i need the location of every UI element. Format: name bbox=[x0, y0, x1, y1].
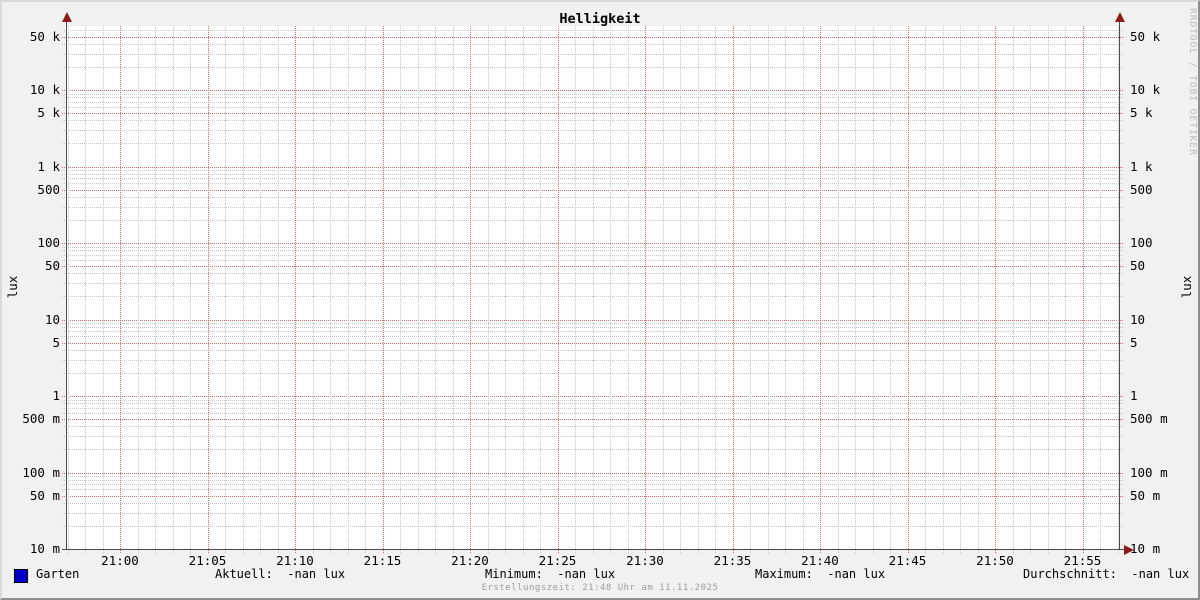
y-tick-label: 10 k bbox=[1130, 82, 1161, 97]
y-tick-label: 1 bbox=[1130, 388, 1138, 403]
x-tick-label: 21:10 bbox=[276, 553, 314, 568]
y-tick-label: 50 bbox=[1130, 258, 1146, 274]
y-tick-label: 10 m bbox=[29, 541, 60, 556]
y-axis-unit-left: lux bbox=[5, 275, 20, 299]
y-tick-label: 500 bbox=[1130, 181, 1153, 197]
y-tick-label: 500 m bbox=[1130, 411, 1168, 427]
y-tick-label: 5 k bbox=[1130, 105, 1153, 121]
y-tick-label: 100 bbox=[1130, 235, 1153, 250]
plot-canvas bbox=[66, 26, 1119, 549]
y-axis-right-line bbox=[1119, 18, 1120, 549]
y-tick-label: 5 bbox=[52, 334, 60, 350]
x-tick-label: 21:25 bbox=[538, 553, 577, 568]
x-tick-label: 21:50 bbox=[976, 553, 1014, 568]
x-tick-label: 21:35 bbox=[713, 553, 752, 568]
legend-color-swatch bbox=[14, 569, 28, 583]
legend-stat-maximum: Maximum: -nan lux bbox=[755, 567, 886, 581]
y-tick-label: 500 m bbox=[22, 411, 60, 427]
x-tick-label: 21:20 bbox=[451, 553, 489, 568]
x-tick-label: 21:45 bbox=[888, 553, 927, 568]
x-tick-label: 21:30 bbox=[626, 553, 664, 568]
x-tick-label: 21:55 bbox=[1063, 553, 1102, 568]
x-tick-label: 21:05 bbox=[188, 553, 227, 568]
y-tick-label: 50 m bbox=[1130, 487, 1161, 503]
y-tick-label: 50 m bbox=[29, 487, 60, 503]
legend-row: Garten Aktuell: -nan lux Minimum: -nan l… bbox=[2, 567, 1198, 585]
x-axis-line bbox=[62, 549, 1124, 550]
y-tick-label: 500 bbox=[37, 181, 60, 197]
y-tick-label: 100 bbox=[37, 235, 60, 250]
y-tick-label: 1 k bbox=[1130, 158, 1153, 174]
y-tick-label: 10 bbox=[1130, 311, 1146, 327]
y-tick-label: 1 k bbox=[37, 158, 60, 174]
y-tick-label: 100 m bbox=[1130, 464, 1168, 480]
x-tick-label: 21:15 bbox=[363, 553, 402, 568]
legend-stat-durchschnitt: Durchschnitt: -nan lux bbox=[1023, 567, 1190, 581]
creation-timestamp: Erstellungszeit: 21:48 Uhr am 11.11.2025 bbox=[481, 583, 719, 593]
y-axis-left-line bbox=[66, 18, 67, 549]
legend-stat-aktuell: Aktuell: -nan lux bbox=[215, 567, 346, 581]
rrdtool-watermark: RRDTOOL / TOBI OETIKER bbox=[1187, 8, 1198, 156]
y-tick-label: 50 k bbox=[29, 28, 60, 44]
legend-series-label: Garten bbox=[36, 567, 80, 581]
y-tick-label: 50 k bbox=[1130, 28, 1161, 44]
x-axis-arrow-icon bbox=[1124, 545, 1134, 555]
y-tick-label: 10 k bbox=[29, 82, 60, 97]
y-axis-right-arrow-icon bbox=[1115, 12, 1125, 22]
y-tick-label: 50 bbox=[44, 258, 60, 274]
y-tick-label: 1 bbox=[52, 388, 60, 403]
y-tick-label: 5 k bbox=[37, 105, 60, 121]
x-tick-label: 21:40 bbox=[801, 553, 839, 568]
y-tick-label: 10 bbox=[44, 311, 60, 327]
x-tick-label: 21:00 bbox=[101, 553, 139, 568]
y-axis-left-arrow-icon bbox=[62, 12, 72, 22]
chart-title: Helligkeit bbox=[559, 11, 641, 27]
y-tick-label: 100 m bbox=[22, 464, 60, 480]
legend-stat-minimum: Minimum: -nan lux bbox=[485, 567, 616, 581]
y-tick-label: 10 m bbox=[1130, 541, 1161, 556]
y-tick-label: 5 bbox=[1130, 334, 1138, 350]
y-axis-unit-right: lux bbox=[1179, 275, 1194, 299]
